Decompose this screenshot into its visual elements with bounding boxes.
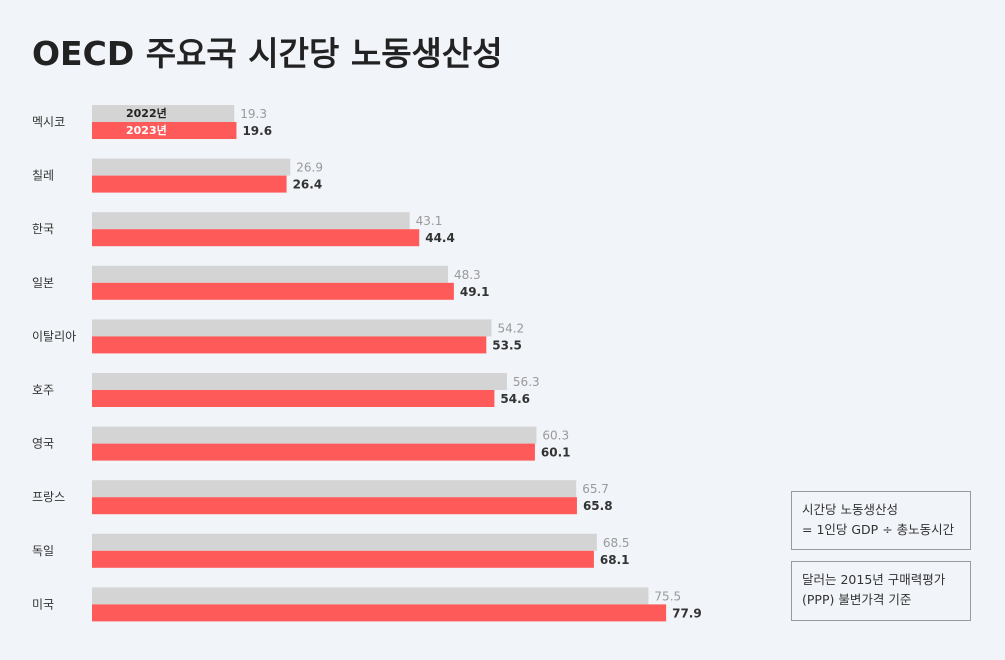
data-label-2023: 68.1	[600, 553, 630, 567]
category-label: 미국	[32, 597, 54, 611]
bar-2022	[92, 426, 537, 444]
data-label-2023: 54.6	[500, 392, 530, 406]
data-label-2022: 75.5	[654, 589, 681, 603]
category-label: 칠레	[32, 169, 54, 183]
data-label-2023: 19.6	[242, 124, 272, 138]
data-label-2023: 60.1	[541, 446, 571, 460]
data-label-2023: 77.9	[672, 606, 702, 620]
data-label-2023: 65.8	[583, 499, 613, 513]
data-label-2022: 26.9	[296, 161, 323, 175]
data-label-2022: 56.3	[513, 375, 540, 389]
bar-2023	[92, 175, 287, 193]
currency-basis-note-line-2: (PPP) 불변가격 기준	[802, 592, 912, 607]
bar-2022	[92, 265, 448, 283]
bar-2022	[92, 158, 291, 176]
category-label: 영국	[32, 437, 54, 451]
bar-2023	[92, 497, 577, 515]
bar-2022	[92, 319, 492, 337]
category-label: 프랑스	[32, 490, 65, 504]
bar-2023	[92, 390, 495, 407]
data-label-2023: 26.4	[293, 178, 323, 192]
currency-basis-note: 달러는 2015년 구매력평가 (PPP) 불변가격 기준	[791, 561, 971, 621]
category-label: 호주	[32, 383, 54, 397]
category-label: 이탈리아	[32, 329, 76, 343]
bar-2022	[92, 587, 649, 605]
data-label-2022: 48.3	[454, 268, 481, 282]
category-label: 일본	[32, 276, 54, 290]
bar-2022	[92, 533, 597, 551]
bar-2023	[92, 122, 237, 139]
data-label-2022: 60.3	[542, 429, 569, 443]
bar-2022	[92, 480, 577, 498]
data-label-2022: 43.1	[416, 214, 443, 228]
data-label-2022: 54.2	[497, 321, 524, 335]
data-label-2022: 68.5	[603, 536, 630, 550]
formula-note: 시간당 노동생산성 = 1인당 GDP ÷ 총노동시간	[791, 491, 971, 550]
bar-2023	[92, 336, 487, 354]
bar-2023	[92, 282, 454, 300]
legend-label-2022: 2022년	[126, 106, 167, 120]
bar-2023	[92, 604, 667, 622]
category-label: 한국	[32, 222, 54, 236]
bar-2022	[92, 212, 410, 230]
data-label-2023: 49.1	[460, 285, 490, 299]
legend-label-2023: 2023년	[126, 123, 167, 137]
data-label-2022: 65.7	[582, 482, 609, 496]
bar-2023	[92, 443, 535, 461]
bar-2023	[92, 229, 420, 247]
currency-basis-note-line-1: 달러는 2015년 구매력평가	[802, 572, 946, 587]
chart-title: OECD 주요국 시간당 노동생산성	[32, 34, 503, 73]
category-label: 독일	[32, 544, 54, 558]
category-label: 멕시코	[32, 115, 65, 129]
bar-2022	[92, 105, 235, 122]
formula-note-line-2: = 1인당 GDP ÷ 총노동시간	[802, 522, 955, 537]
bar-2022	[92, 373, 507, 390]
formula-note-line-1: 시간당 노동생산성	[802, 502, 898, 517]
bar-2023	[92, 550, 594, 568]
data-label-2022: 19.3	[240, 107, 267, 121]
data-label-2023: 53.5	[492, 338, 522, 352]
data-label-2023: 44.4	[425, 231, 455, 245]
